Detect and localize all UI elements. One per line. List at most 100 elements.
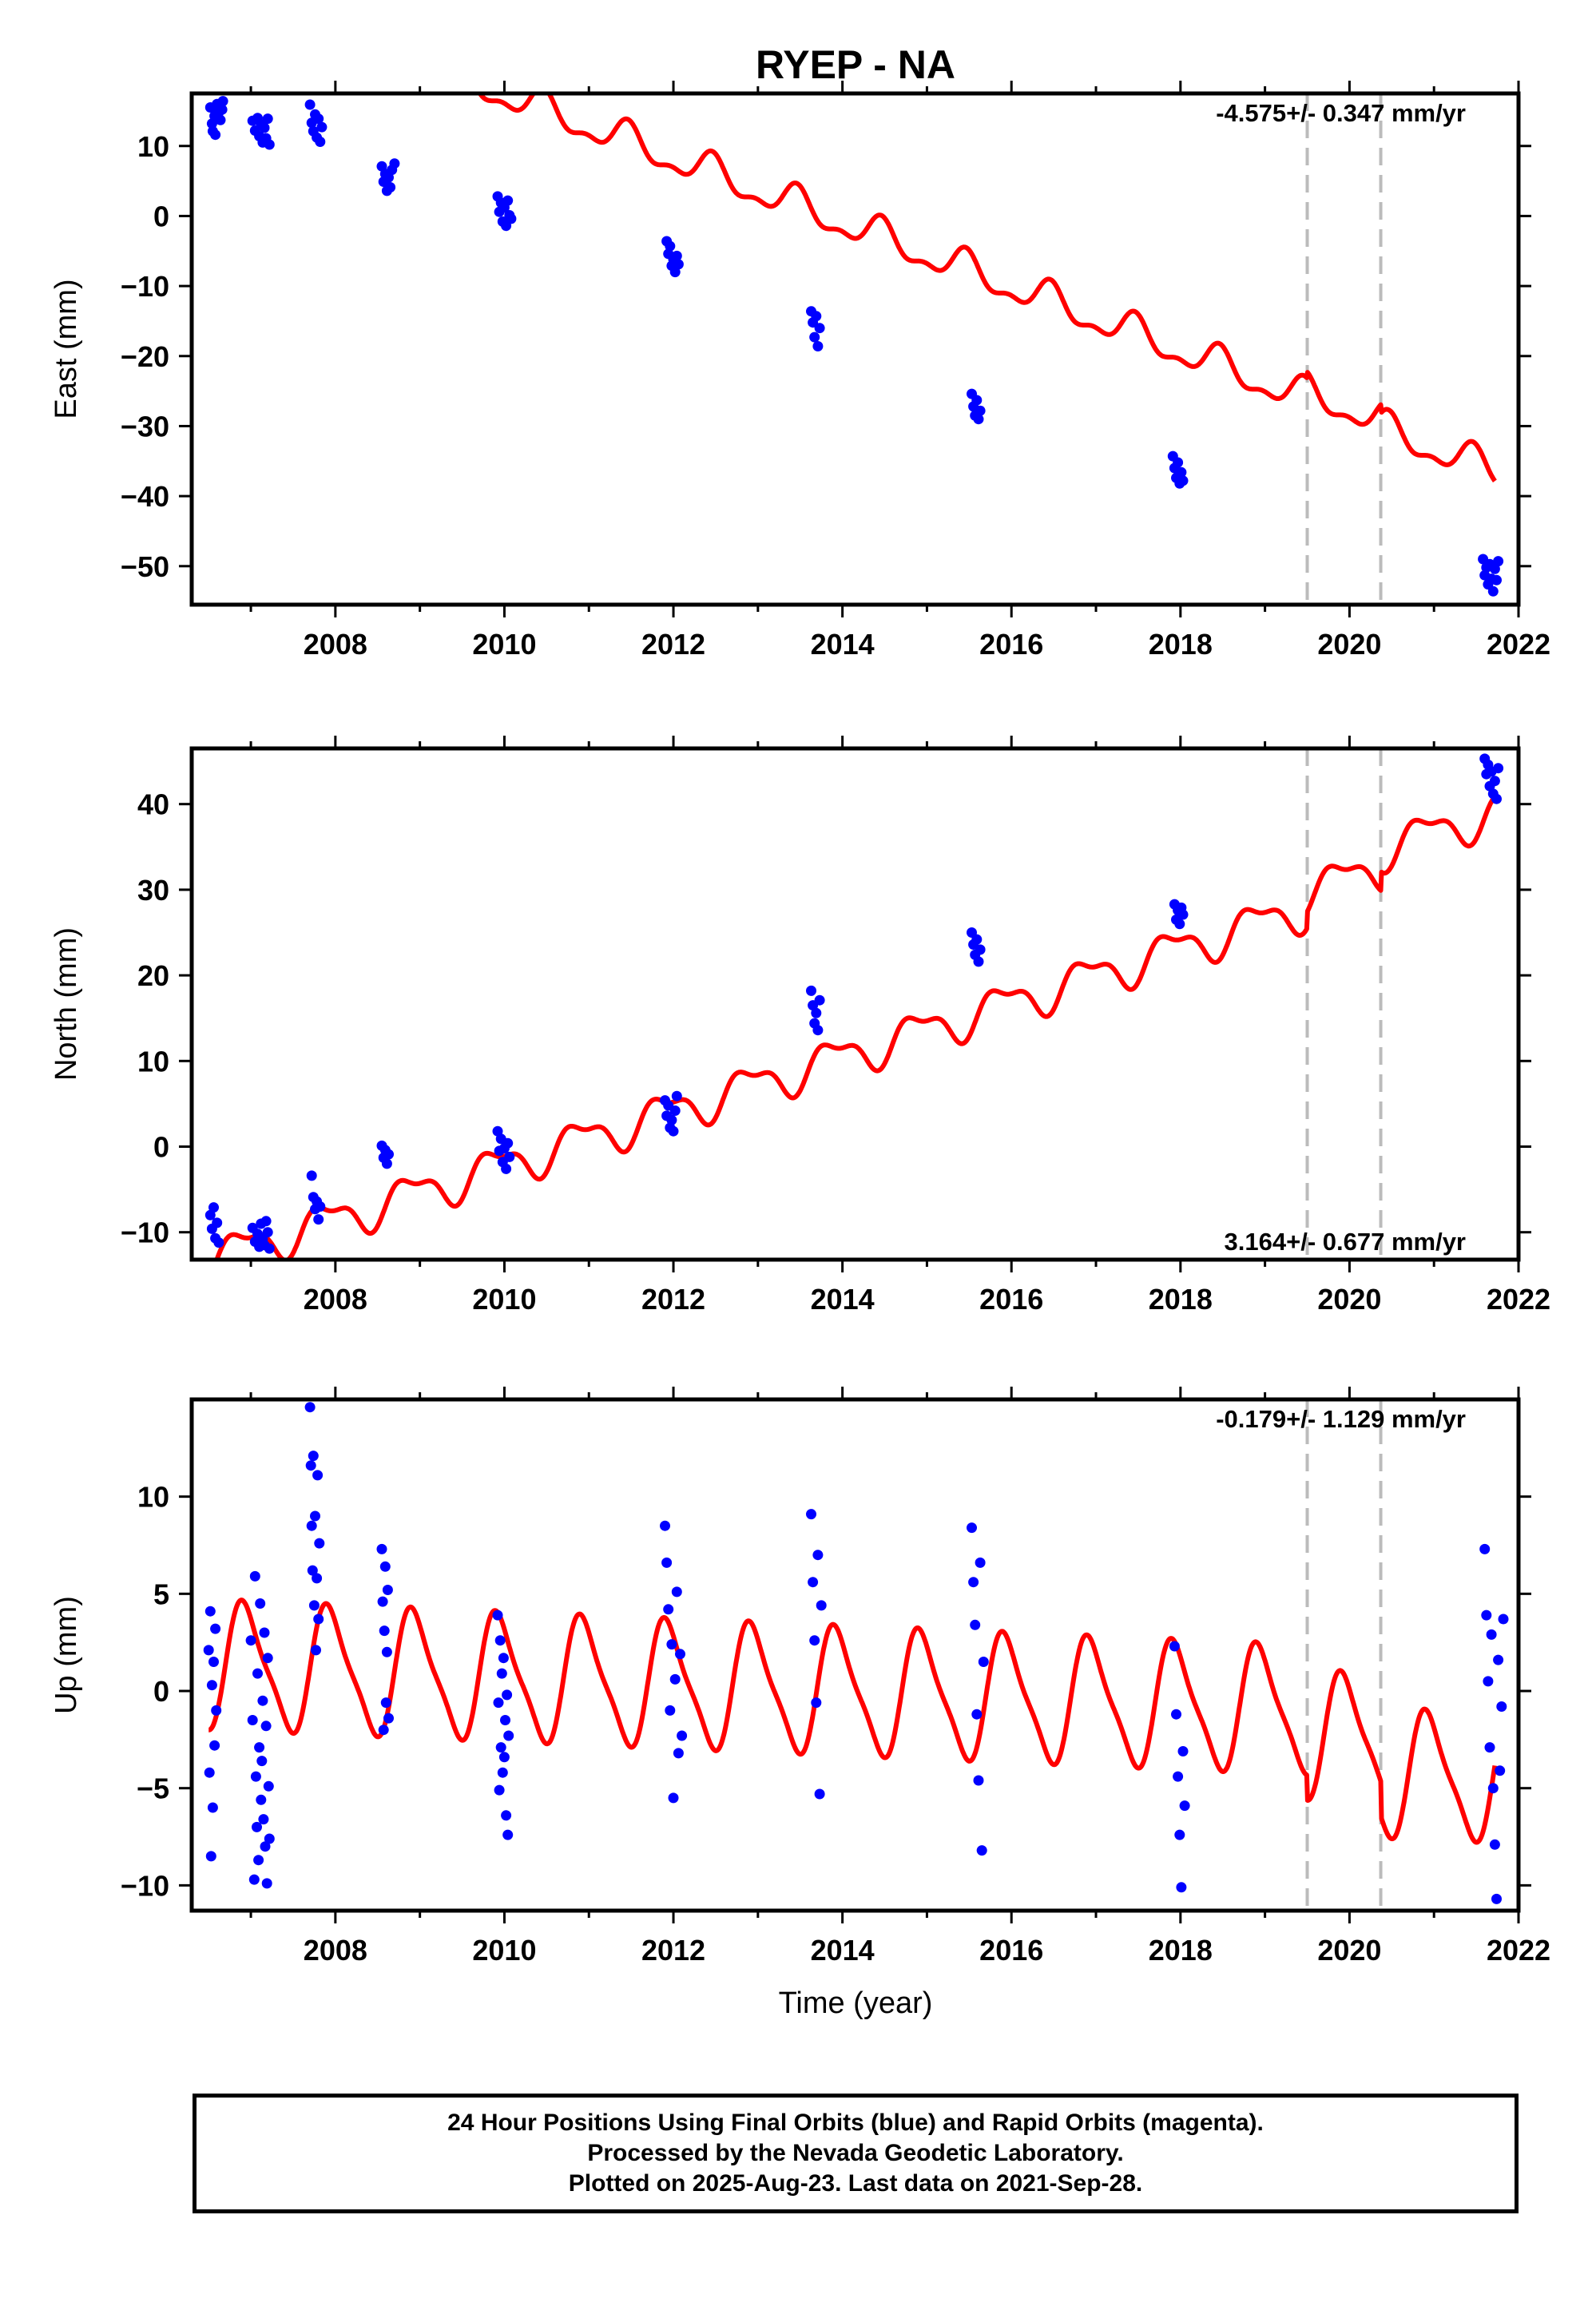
- x-tick-label: 2014: [811, 1934, 875, 1967]
- x-tick-label: 2014: [811, 1283, 875, 1316]
- data-point: [208, 1657, 219, 1667]
- data-point: [383, 1149, 394, 1160]
- data-point: [264, 1833, 275, 1844]
- data-point: [811, 1007, 822, 1018]
- data-point: [502, 1829, 514, 1840]
- model-line: [477, 93, 1497, 482]
- data-point: [253, 1855, 264, 1866]
- data-point: [211, 1705, 222, 1716]
- data-point: [1495, 1765, 1506, 1776]
- data-point: [315, 137, 326, 147]
- data-point: [1176, 466, 1187, 478]
- data-point: [671, 250, 682, 261]
- data-point: [312, 1470, 324, 1481]
- data-point: [260, 1216, 272, 1227]
- data-point: [677, 1730, 688, 1741]
- data-point: [250, 1771, 261, 1782]
- data-point: [975, 944, 986, 955]
- caption-box: 24 Hour Positions Using Final Orbits (bl…: [193, 2094, 1519, 2213]
- data-point: [252, 1821, 262, 1832]
- data-point: [1489, 563, 1500, 574]
- data-point: [256, 1794, 267, 1805]
- x-tick-label: 2010: [472, 1283, 536, 1316]
- y-tick-label: −5: [137, 1772, 169, 1805]
- data-point: [264, 139, 275, 150]
- data-point: [971, 395, 983, 406]
- data-point: [665, 1705, 676, 1716]
- data-point: [808, 1577, 819, 1588]
- data-point: [210, 1623, 221, 1634]
- data-point: [216, 104, 228, 115]
- data-point: [663, 1604, 674, 1615]
- data-point: [376, 1543, 387, 1554]
- data-point: [307, 1565, 318, 1576]
- data-point: [675, 1649, 685, 1660]
- data-point: [380, 1697, 391, 1709]
- data-point: [1487, 585, 1499, 597]
- data-point: [379, 1561, 391, 1572]
- caption-line-2: Processed by the Nevada Geodetic Laborat…: [587, 2140, 1124, 2166]
- data-point: [1177, 1746, 1189, 1756]
- y-axis-label: Up (mm): [50, 1596, 83, 1714]
- data-point: [1177, 475, 1189, 486]
- data-point: [673, 259, 684, 270]
- y-tick-label: −30: [121, 410, 169, 443]
- data-point: [308, 1451, 319, 1462]
- y-tick-label: −40: [121, 480, 169, 513]
- data-point: [316, 121, 328, 133]
- x-tick-label: 2010: [472, 1934, 536, 1967]
- data-point: [382, 1585, 393, 1595]
- data-point: [204, 1606, 216, 1617]
- data-point: [261, 1878, 272, 1889]
- y-tick-label: 10: [137, 130, 169, 163]
- x-tick-label: 2020: [1317, 1934, 1381, 1967]
- x-tick-label: 2008: [304, 1934, 367, 1967]
- data-point: [504, 1151, 515, 1162]
- data-point: [1486, 1629, 1497, 1640]
- data-point: [495, 1742, 506, 1753]
- data-point: [811, 311, 822, 322]
- data-point: [671, 1586, 682, 1598]
- x-tick-label: 2018: [1149, 628, 1213, 661]
- y-tick-label: 10: [137, 1481, 169, 1514]
- data-point: [973, 414, 984, 425]
- data-point: [313, 113, 324, 125]
- data-point: [669, 267, 681, 278]
- rate-label: -0.179+/- 1.129 mm/yr: [1216, 1405, 1466, 1433]
- data-point: [1493, 556, 1504, 567]
- data-point: [255, 1598, 266, 1609]
- data-point: [812, 1025, 824, 1036]
- data-point: [256, 1756, 268, 1767]
- data-point: [809, 331, 820, 343]
- data-point: [264, 1243, 275, 1254]
- data-point: [262, 1653, 273, 1664]
- data-point: [210, 129, 221, 141]
- x-tick-label: 2008: [304, 628, 367, 661]
- data-point: [1491, 574, 1502, 585]
- caption-line-3: Plotted on 2025-Aug-23. Last data on 202…: [568, 2170, 1143, 2197]
- x-tick-label: 2016: [979, 1283, 1043, 1316]
- y-tick-label: 0: [153, 200, 169, 232]
- data-point: [383, 1713, 394, 1724]
- data-point: [213, 1237, 224, 1248]
- data-point: [971, 1709, 983, 1720]
- data-point: [973, 1775, 984, 1786]
- data-point: [1487, 1783, 1499, 1794]
- data-point: [304, 1402, 316, 1413]
- y-tick-label: −10: [121, 1869, 169, 1902]
- panel-up: 2008 2010 2012 2014 2016 2018 2020 2022 −10 −5 0 5 1…: [50, 1387, 1550, 1967]
- data-point: [263, 1780, 274, 1792]
- data-point: [1493, 1654, 1504, 1665]
- data-point: [254, 1742, 265, 1753]
- data-point: [208, 1202, 219, 1213]
- data-point: [1174, 1829, 1185, 1840]
- data-point: [245, 1635, 256, 1646]
- data-point: [258, 1814, 269, 1825]
- plot-frame: [189, 91, 1521, 607]
- data-point: [1484, 1742, 1495, 1753]
- y-tick-label: 40: [137, 788, 169, 821]
- data-point: [209, 1740, 220, 1751]
- data-point: [308, 1600, 320, 1611]
- caption-line-1: 24 Hour Positions Using Final Orbits (bl…: [447, 2110, 1264, 2136]
- data-point: [378, 1725, 389, 1736]
